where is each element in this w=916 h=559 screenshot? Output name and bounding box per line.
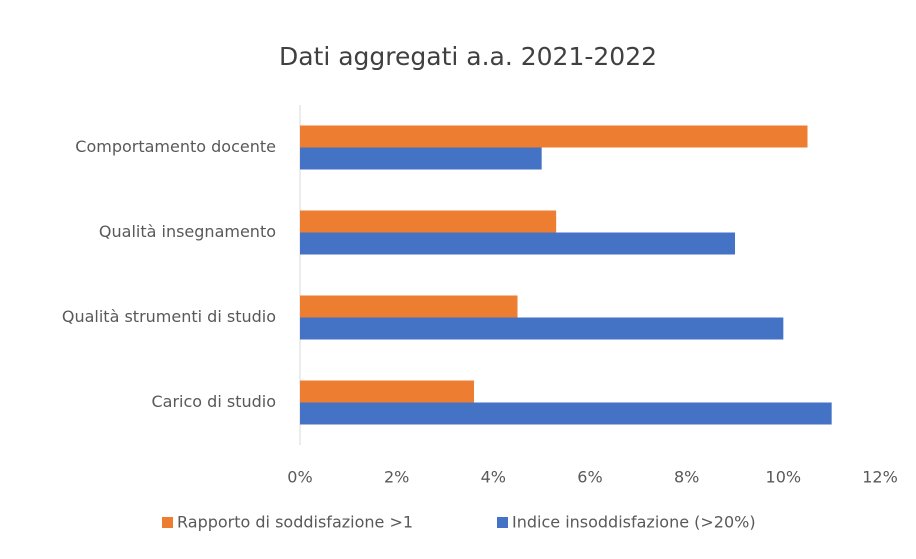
legend-label: Rapporto di soddisfazione >1 <box>177 513 413 532</box>
y-tick-label: Qualità strumenti di studio <box>62 307 276 326</box>
bar <box>300 147 542 170</box>
x-tick-label: 8% <box>674 468 699 487</box>
bar <box>300 317 784 340</box>
y-tick-label: Qualità insegnamento <box>99 222 276 241</box>
legend-swatch <box>497 517 508 528</box>
x-tick-label: 2% <box>384 468 409 487</box>
bar <box>300 380 474 403</box>
x-tick-label: 10% <box>766 468 802 487</box>
bar <box>300 402 832 425</box>
bar <box>300 210 557 233</box>
bar <box>300 232 735 255</box>
bar <box>300 125 808 148</box>
y-tick-label: Comportamento docente <box>75 137 276 156</box>
x-tick-label: 12% <box>862 468 898 487</box>
x-tick-label: 0% <box>287 468 312 487</box>
legend-label: Indice insoddisfazione (>20%) <box>512 513 756 532</box>
legend-swatch <box>162 517 173 528</box>
x-tick-label: 4% <box>481 468 506 487</box>
bar <box>300 295 518 318</box>
chart-title: Dati aggregati a.a. 2021-2022 <box>279 42 657 71</box>
y-tick-label: Carico di studio <box>152 392 277 411</box>
x-tick-label: 6% <box>577 468 602 487</box>
